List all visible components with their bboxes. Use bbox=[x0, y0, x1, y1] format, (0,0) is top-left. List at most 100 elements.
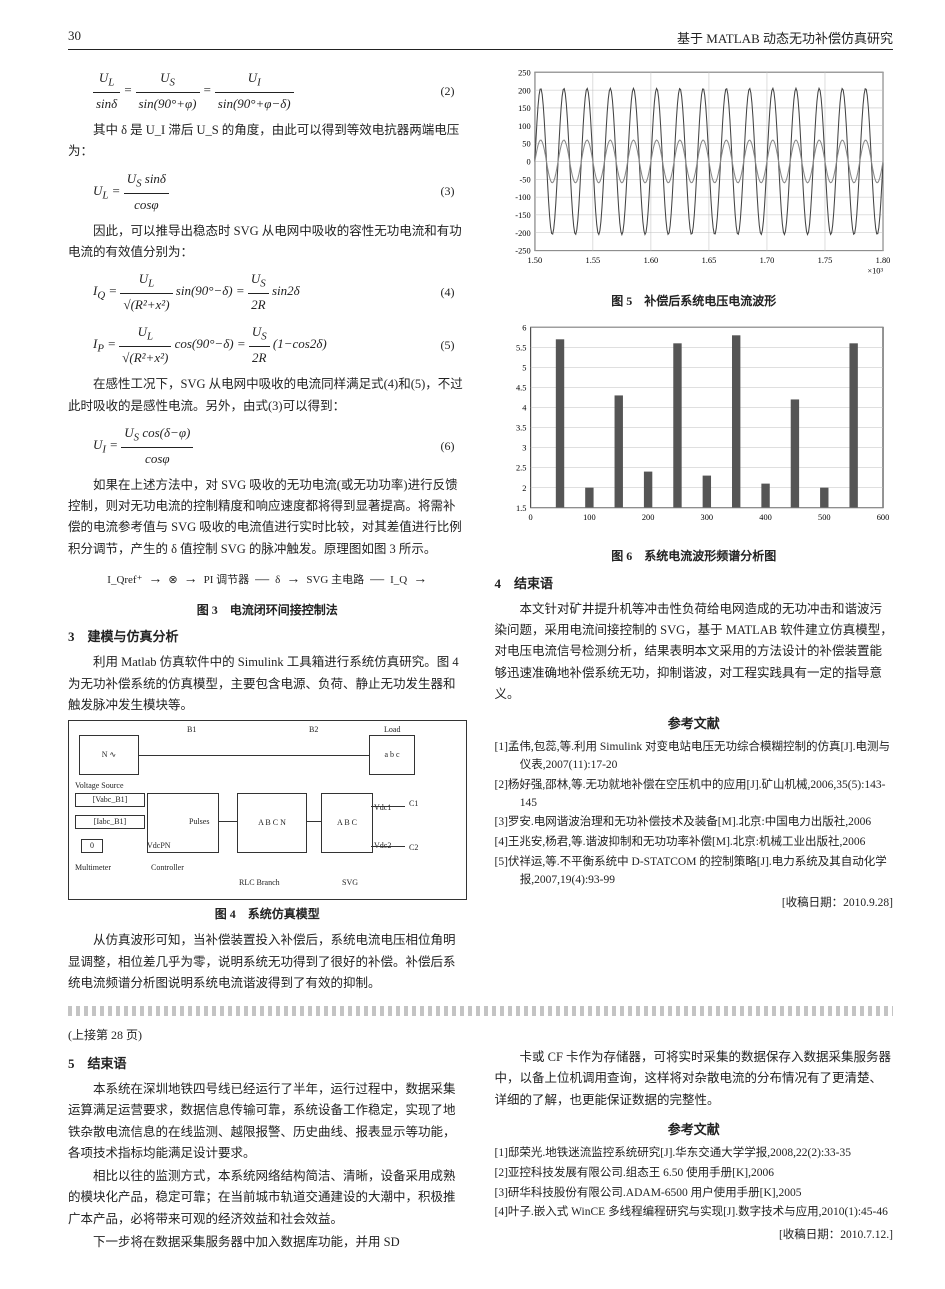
fig4-label: B2 bbox=[309, 723, 318, 737]
section-4-heading: 4 结束语 bbox=[495, 573, 894, 595]
fig4-label: RLC Branch bbox=[239, 876, 280, 890]
equation-3: UL = US sinδcosφ (3) bbox=[93, 168, 467, 216]
reference-item: [2]亚控科技发展有限公司.组态王 6.50 使用手册[K],2006 bbox=[495, 1165, 894, 1183]
figure-3-diagram: I_Qref⁺ → ⊗ → PI 调节器 — δ → SVG 主电路 — I_Q… bbox=[68, 568, 467, 592]
svg-text:100: 100 bbox=[583, 514, 596, 523]
svg-text:0: 0 bbox=[526, 158, 530, 167]
svg-text:1.75: 1.75 bbox=[817, 256, 832, 265]
reference-item: [2]杨好强,邵林,等.无功就地补偿在空压机中的应用[J].矿山机械,2006,… bbox=[495, 777, 894, 813]
svg-text:600: 600 bbox=[876, 514, 889, 523]
svg-text:1.5: 1.5 bbox=[515, 504, 525, 513]
paragraph: 卡或 CF 卡作为存储器，可将实时采集的数据保存入数据采集服务器中，以备上位机调… bbox=[495, 1047, 894, 1111]
reference-item: [4]王兆安,杨君,等.谐波抑制和无功功率补偿[M].北京:机械工业出版社,20… bbox=[495, 834, 894, 852]
paragraph: 相比以往的监测方式，本系统网络结构简洁、清晰，设备采用成熟的模块化产品，稳定可靠… bbox=[68, 1166, 467, 1230]
paragraph: 如果在上述方法中，对 SVG 吸收的无功电流(或无功功率)进行反馈控制，则对无功… bbox=[68, 475, 467, 560]
svg-text:200: 200 bbox=[518, 86, 531, 95]
paragraph: 从仿真波形可知，当补偿装置投入补偿后，系统电流电压相位角明显调整，相位差几乎为零… bbox=[68, 930, 467, 994]
svg-text:1.60: 1.60 bbox=[643, 256, 658, 265]
svg-text:150: 150 bbox=[518, 104, 531, 113]
diagram-node: SVG 主电路 bbox=[306, 571, 364, 590]
svg-text:1.80: 1.80 bbox=[875, 256, 890, 265]
section-divider bbox=[68, 1006, 893, 1016]
svg-text:-150: -150 bbox=[515, 211, 530, 220]
fig4-label: Multimeter bbox=[75, 861, 111, 875]
reference-item: [1]邸荣光.地铁迷流监控系统研究[J].华东交通大学学报,2008,22(2)… bbox=[495, 1145, 894, 1163]
eq-num: (4) bbox=[441, 282, 467, 302]
svg-text:-100: -100 bbox=[515, 193, 530, 202]
svg-text:6: 6 bbox=[522, 324, 526, 333]
svg-text:-250: -250 bbox=[515, 247, 530, 256]
fig4-label: C1 bbox=[409, 797, 418, 811]
svg-text:2: 2 bbox=[522, 484, 526, 493]
svg-text:500: 500 bbox=[818, 514, 831, 523]
figure-3-caption: 图 3 电流闭环间接控制法 bbox=[68, 600, 467, 620]
equation-2: ULsinδ = USsin(90°+φ) = UIsin(90°+φ−δ) (… bbox=[93, 67, 467, 115]
reference-item: [5]伏祥运,等.不平衡系统中 D-STATCOM 的控制策略[J].电力系统及… bbox=[495, 854, 894, 890]
svg-text:1.70: 1.70 bbox=[759, 256, 774, 265]
figure-6-chart: 1.522.533.544.555.560100200300400500600 bbox=[495, 321, 894, 531]
block-load: a b c bbox=[369, 735, 415, 775]
equation-5: IP = UL√(R²+x²) cos(90°−δ) = US2R (1−cos… bbox=[93, 321, 467, 369]
fig4-label: VdcPN bbox=[147, 839, 171, 853]
svg-text:1.50: 1.50 bbox=[527, 256, 542, 265]
diagram-node: PI 调节器 bbox=[204, 571, 250, 590]
reference-item: [1]孟伟,包蕊,等.利用 Simulink 对变电站电压无功综合模糊控制的仿真… bbox=[495, 739, 894, 775]
receipt-date: [收稿日期：2010.9.28] bbox=[495, 894, 894, 914]
paragraph: 本文针对矿井提升机等冲击性负荷给电网造成的无功冲击和谐波污染问题，采用电流间接控… bbox=[495, 599, 894, 705]
svg-text:300: 300 bbox=[700, 514, 713, 523]
eq-num: (3) bbox=[441, 181, 467, 201]
fig4-label: Vdc1 bbox=[374, 801, 391, 815]
diagram-node: I_Q bbox=[390, 571, 407, 590]
section-5-heading: 5 结束语 bbox=[68, 1053, 467, 1075]
figure-4-simulink: N ∿ B1 B2 Load a b c Voltage Source [Vab… bbox=[68, 720, 467, 900]
receipt-date: [收稿日期：2010.7.12.] bbox=[495, 1226, 894, 1246]
paragraph: 因此，可以推导出稳态时 SVG 从电网中吸收的容性无功电流和有功电流的有效值分别… bbox=[68, 221, 467, 264]
svg-text:400: 400 bbox=[759, 514, 772, 523]
block-source: N ∿ bbox=[79, 735, 139, 775]
svg-text:4: 4 bbox=[522, 404, 527, 413]
arrow-icon: → bbox=[286, 568, 300, 592]
fig4-label: Controller bbox=[151, 861, 184, 875]
bottom-right-column: 卡或 CF 卡作为存储器，可将实时采集的数据保存入数据采集服务器中，以备上位机调… bbox=[495, 1047, 894, 1255]
paragraph: 下一步将在数据采集服务器中加入数据库功能，并用 SD bbox=[68, 1232, 467, 1253]
fig4-label: C2 bbox=[409, 841, 418, 855]
paragraph: 在感性工况下，SVG 从电网中吸收的电流同样满足式(4)和(5)，不过此时吸收的… bbox=[68, 374, 467, 417]
references-heading: 参考文献 bbox=[495, 713, 894, 735]
fig4-label: Pulses bbox=[189, 815, 209, 829]
block-bridge: A B C N bbox=[237, 793, 307, 853]
svg-text:50: 50 bbox=[522, 140, 530, 149]
diagram-node: ⊗ bbox=[168, 571, 177, 590]
svg-text:5.5: 5.5 bbox=[515, 344, 525, 353]
svg-text:1.65: 1.65 bbox=[701, 256, 716, 265]
fig4-label: SVG bbox=[342, 876, 358, 890]
reference-item: [4]叶子.嵌入式 WinCE 多线程编程研究与实现[J].数字技术与应用,20… bbox=[495, 1204, 894, 1222]
arrow-icon: — bbox=[255, 568, 269, 592]
bottom-two-column: 5 结束语 本系统在深圳地铁四号线已经运行了半年，运行过程中，数据采集运算满足运… bbox=[68, 1047, 893, 1255]
fig4-label: Voltage Source bbox=[75, 779, 124, 793]
svg-text:1.55: 1.55 bbox=[585, 256, 600, 265]
svg-text:4.5: 4.5 bbox=[515, 384, 525, 393]
svg-text:-50: -50 bbox=[519, 175, 530, 184]
page: 30 基于 MATLAB 动态无功补偿仿真研究 ULsinδ = USsin(9… bbox=[0, 0, 945, 1283]
svg-text:100: 100 bbox=[518, 122, 531, 131]
left-column: ULsinδ = USsin(90°+φ) = UIsin(90°+φ−δ) (… bbox=[68, 62, 467, 996]
block-iabc-tag: [Iabc_B1] bbox=[75, 815, 145, 829]
page-number: 30 bbox=[68, 28, 81, 47]
two-column-layout: ULsinδ = USsin(90°+φ) = UIsin(90°+φ−δ) (… bbox=[68, 62, 893, 996]
svg-text:3.5: 3.5 bbox=[515, 424, 525, 433]
eq-num: (5) bbox=[441, 335, 467, 355]
eq-num: (6) bbox=[441, 436, 467, 456]
svg-text:5: 5 bbox=[522, 364, 526, 373]
reference-item: [3]罗安.电网谐波治理和无功补偿技术及装备[M].北京:中国电力出版社,200… bbox=[495, 814, 894, 832]
block-zero: 0 bbox=[81, 839, 103, 853]
figure-4-caption: 图 4 系统仿真模型 bbox=[68, 904, 467, 924]
references-heading: 参考文献 bbox=[495, 1119, 894, 1141]
header-title: 基于 MATLAB 动态无功补偿仿真研究 bbox=[677, 28, 893, 47]
diagram-node: I_Qref⁺ bbox=[107, 571, 142, 590]
svg-text:×10³: ×10³ bbox=[867, 267, 883, 276]
svg-text:250: 250 bbox=[518, 68, 531, 77]
svg-text:-200: -200 bbox=[515, 229, 530, 238]
arrow-icon: → bbox=[184, 568, 198, 592]
svg-text:0: 0 bbox=[528, 514, 532, 523]
paragraph: 本系统在深圳地铁四号线已经运行了半年，运行过程中，数据采集运算满足运营要求，数据… bbox=[68, 1079, 467, 1164]
